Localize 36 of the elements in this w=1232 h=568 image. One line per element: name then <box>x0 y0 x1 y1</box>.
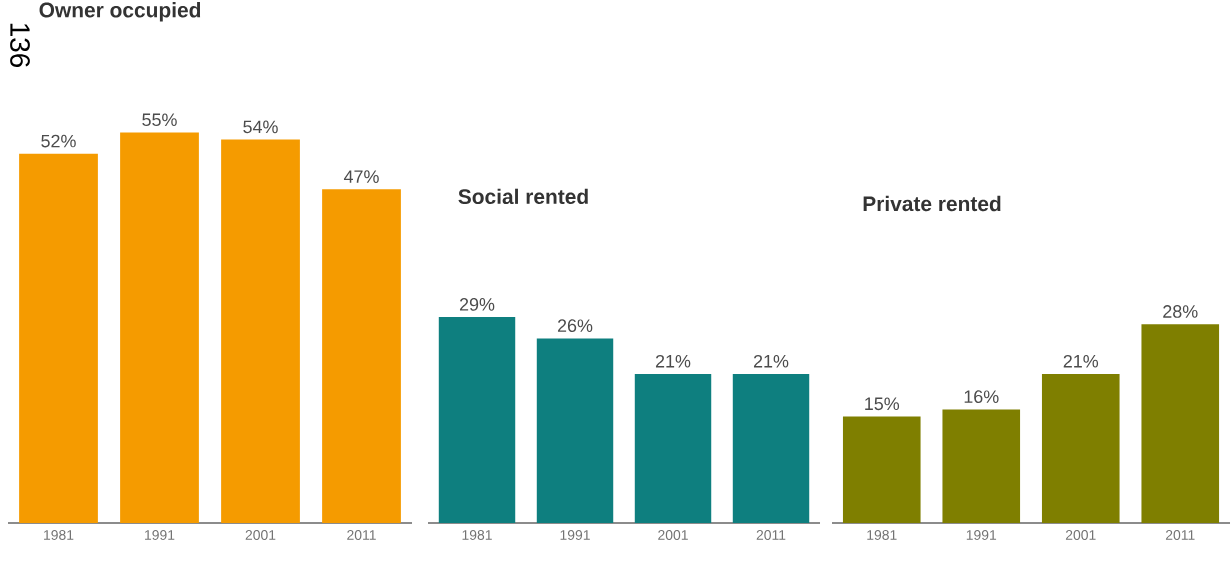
data-label: 21% <box>655 354 691 368</box>
x-tick-label: 2011 <box>1165 530 1195 540</box>
x-tick-label: 2001 <box>658 530 688 540</box>
data-label: 47% <box>343 170 379 183</box>
bar <box>120 132 199 523</box>
data-label: 29% <box>459 298 495 311</box>
x-tick-label: 1991 <box>966 530 997 540</box>
text: 136 <box>10 23 30 68</box>
bar <box>19 153 98 523</box>
x-tick-label: 1991 <box>560 530 590 540</box>
x-tick-label: 1981 <box>462 530 492 540</box>
x-tick-label: 1981 <box>867 530 897 540</box>
x-tick-label: 1981 <box>44 530 74 540</box>
bar <box>942 409 1021 523</box>
data-label: 55% <box>142 113 177 127</box>
bar <box>842 416 921 523</box>
chart-title: Social rented <box>458 188 588 205</box>
x-tick-label: 2011 <box>347 530 376 540</box>
data-label: 26% <box>557 319 593 333</box>
data-label: 21% <box>1063 354 1099 368</box>
bar <box>221 139 300 523</box>
x-tick-label: 2011 <box>756 530 786 540</box>
x-tick-label: 2001 <box>1065 530 1096 540</box>
data-label: 52% <box>41 134 76 148</box>
chart-title: Private rented <box>863 195 1001 212</box>
bar <box>322 189 401 523</box>
data-label: 15% <box>865 397 900 411</box>
bar <box>1141 324 1220 523</box>
bar <box>1041 373 1120 523</box>
data-label: 21% <box>753 354 789 368</box>
data-label: 16% <box>964 390 999 404</box>
data-label: 54% <box>243 120 278 134</box>
chart-title: Owner occupied <box>39 2 201 22</box>
x-tick-label: 2001 <box>245 530 276 540</box>
data-label: 28% <box>1163 305 1198 318</box>
x-tick-label: 1991 <box>145 530 175 540</box>
